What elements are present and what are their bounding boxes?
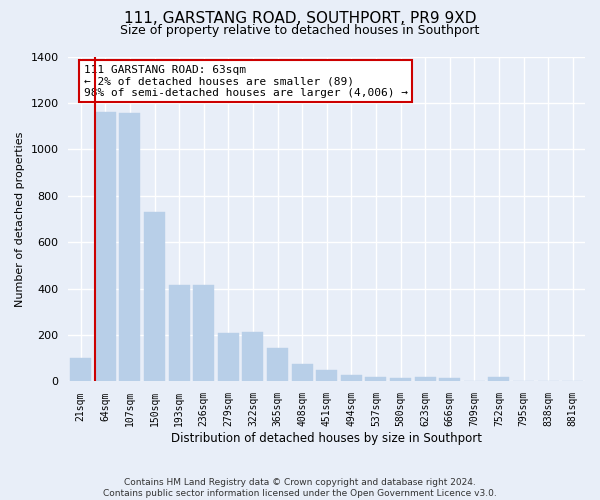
- X-axis label: Distribution of detached houses by size in Southport: Distribution of detached houses by size …: [171, 432, 482, 445]
- Bar: [193, 285, 214, 382]
- Bar: [70, 358, 91, 382]
- Bar: [95, 112, 116, 382]
- Text: Contains HM Land Registry data © Crown copyright and database right 2024.
Contai: Contains HM Land Registry data © Crown c…: [103, 478, 497, 498]
- Bar: [267, 348, 288, 382]
- Bar: [365, 378, 386, 382]
- Bar: [439, 378, 460, 382]
- Text: 111, GARSTANG ROAD, SOUTHPORT, PR9 9XD: 111, GARSTANG ROAD, SOUTHPORT, PR9 9XD: [124, 11, 476, 26]
- Bar: [292, 364, 313, 382]
- Bar: [488, 377, 509, 382]
- Bar: [390, 378, 411, 382]
- Text: Size of property relative to detached houses in Southport: Size of property relative to detached ho…: [121, 24, 479, 37]
- Y-axis label: Number of detached properties: Number of detached properties: [15, 132, 25, 306]
- Bar: [169, 285, 190, 382]
- Bar: [242, 332, 263, 382]
- Text: 111 GARSTANG ROAD: 63sqm
← 2% of detached houses are smaller (89)
98% of semi-de: 111 GARSTANG ROAD: 63sqm ← 2% of detache…: [84, 64, 408, 98]
- Bar: [218, 332, 239, 382]
- Bar: [415, 377, 436, 382]
- Bar: [144, 212, 165, 382]
- Bar: [119, 114, 140, 382]
- Bar: [316, 370, 337, 382]
- Bar: [341, 375, 362, 382]
